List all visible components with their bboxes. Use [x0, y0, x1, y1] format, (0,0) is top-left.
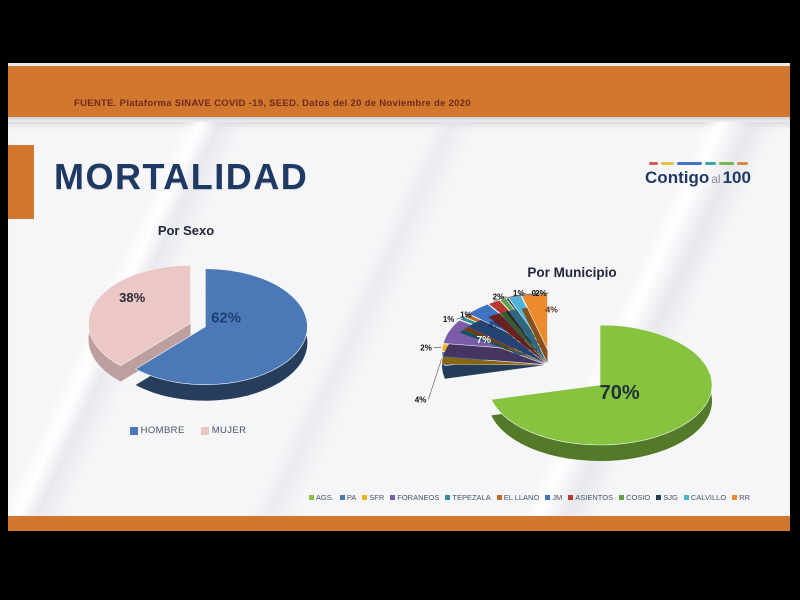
top-divider [8, 63, 790, 66]
legend-item: HOMBRE [129, 425, 185, 436]
pie-slice-label: 4% [415, 395, 427, 404]
pie-slice-label: 4% [546, 305, 559, 315]
legend-item: JM [545, 493, 562, 502]
legend-swatch [390, 495, 396, 500]
legend-label: RR [739, 493, 750, 502]
legend-item: CALVILLO [683, 493, 727, 502]
pie-slice-label: 70% [600, 382, 640, 404]
legend-item: SJG [656, 493, 678, 502]
legend-item: AGS. [308, 493, 334, 502]
label-leader-line [493, 296, 507, 302]
legend-label: HOMBRE [140, 425, 185, 436]
pie-slice [88, 264, 191, 366]
legend-swatch [732, 495, 738, 500]
pie-slice-label: 62% [211, 309, 241, 326]
legend-swatch [496, 495, 502, 500]
pie-slice-label: 7% [477, 335, 492, 346]
legend-sexo: HOMBRE MUJER [68, 425, 308, 436]
pie-slice-label: 1% [443, 315, 455, 324]
pie-slice-label: 1% [460, 310, 472, 319]
pie-slice-label: 4% [488, 320, 501, 330]
slide-canvas: MORTALIDAD Contigo al 100 Por Sexo Por Mun… [8, 122, 790, 516]
source-bar: FUENTE. Plataforma SINAVE COVID -19, SEE… [8, 66, 790, 117]
legend-swatch [619, 495, 625, 500]
legend-item: RR [732, 493, 750, 502]
legend-label: PA [346, 493, 357, 502]
chart-title-municipio: Por Municipio [527, 265, 617, 280]
chart-title-sexo: Por Sexo [157, 223, 215, 238]
pie-slice-side [488, 313, 546, 364]
pie-slice-label: 2% [535, 289, 547, 298]
label-leader-line [464, 314, 474, 316]
legend-swatch [683, 495, 689, 500]
legend-label: ASIENTOS [575, 493, 614, 502]
pie-slice-side [442, 357, 545, 365]
label-leader-line [514, 292, 549, 297]
pie-slice-side [468, 317, 546, 364]
legend-swatch [308, 495, 314, 500]
pie-slice [490, 324, 713, 446]
legend-swatch [445, 495, 451, 500]
legend-item: FORANEOS [390, 493, 439, 502]
pie-slice-label: 2% [493, 292, 505, 301]
legend-item: MUJER [200, 425, 247, 436]
legend-swatch [129, 426, 138, 435]
pie-charts-svg: 62%38%70%4%2%7%1%1%4%2% 1% 0 2%4% [88, 264, 713, 461]
logo-dashes [638, 162, 758, 165]
frame-content: FUENTE. Plataforma SINAVE COVID -19, SEE… [8, 63, 790, 531]
logo-word-100: 100 [722, 168, 751, 187]
contigo-logo: Contigo al 100 [638, 162, 758, 188]
pie-slice-label: 0 [532, 289, 537, 298]
legend-item: TEPEZALA [445, 493, 491, 502]
pie-slice-side [499, 311, 547, 364]
legend-label: SFR [369, 493, 385, 502]
pie-slice-side [441, 364, 545, 379]
source-text: FUENTE. Plataforma SINAVE COVID -19, SEE… [74, 98, 471, 109]
legend-label: MUJER [211, 425, 247, 436]
legend-item: EL LLANO [496, 493, 540, 502]
legend-municipio: AGS. PA SFR FORANEOS TEPEZALA EL LLANO JM ASIEN… [308, 493, 750, 502]
pie-slice-label: 1% [513, 289, 525, 298]
label-leader-line [456, 317, 461, 320]
legend-swatch [545, 495, 551, 500]
legend-label: JM [552, 493, 563, 502]
legend-item: PA [339, 493, 357, 502]
logo-word-contigo: Contigo [645, 168, 710, 187]
legend-label: EL LLANO [503, 493, 540, 502]
legend-item: ASIENTOS [568, 493, 613, 502]
page-title: MORTALIDAD [54, 156, 309, 197]
pie-slice-label: 38% [119, 290, 145, 305]
legend-label: SJG [663, 493, 678, 502]
logo-text: Contigo al 100 [638, 168, 758, 188]
legend-label: AGS. [315, 493, 334, 502]
title-accent-bar [8, 145, 34, 219]
pie-slice [134, 268, 308, 385]
legend-label: CALVILLO [690, 493, 727, 502]
legend-label: TEPEZALA [452, 493, 491, 502]
legend-label: COSIO [626, 493, 651, 502]
pie-slice-side [505, 311, 547, 363]
legend-swatch [362, 495, 368, 500]
footer-bar [8, 516, 790, 531]
pie-slice-side [463, 326, 545, 364]
legend-label: FORANEOS [397, 493, 440, 502]
legend-swatch [339, 495, 345, 500]
pie-slice-side [508, 308, 547, 363]
legend-item: SFR [362, 493, 384, 502]
pie-slice-label: 2% [420, 343, 432, 352]
pie-slice-side [459, 329, 545, 364]
logo-word-al: al [711, 172, 721, 186]
legend-swatch [200, 426, 209, 435]
legend-swatch [656, 495, 662, 500]
legend-swatch [568, 495, 574, 500]
label-leader-line [427, 358, 443, 400]
separator-strip [8, 117, 790, 122]
legend-item: COSIO [619, 493, 650, 502]
